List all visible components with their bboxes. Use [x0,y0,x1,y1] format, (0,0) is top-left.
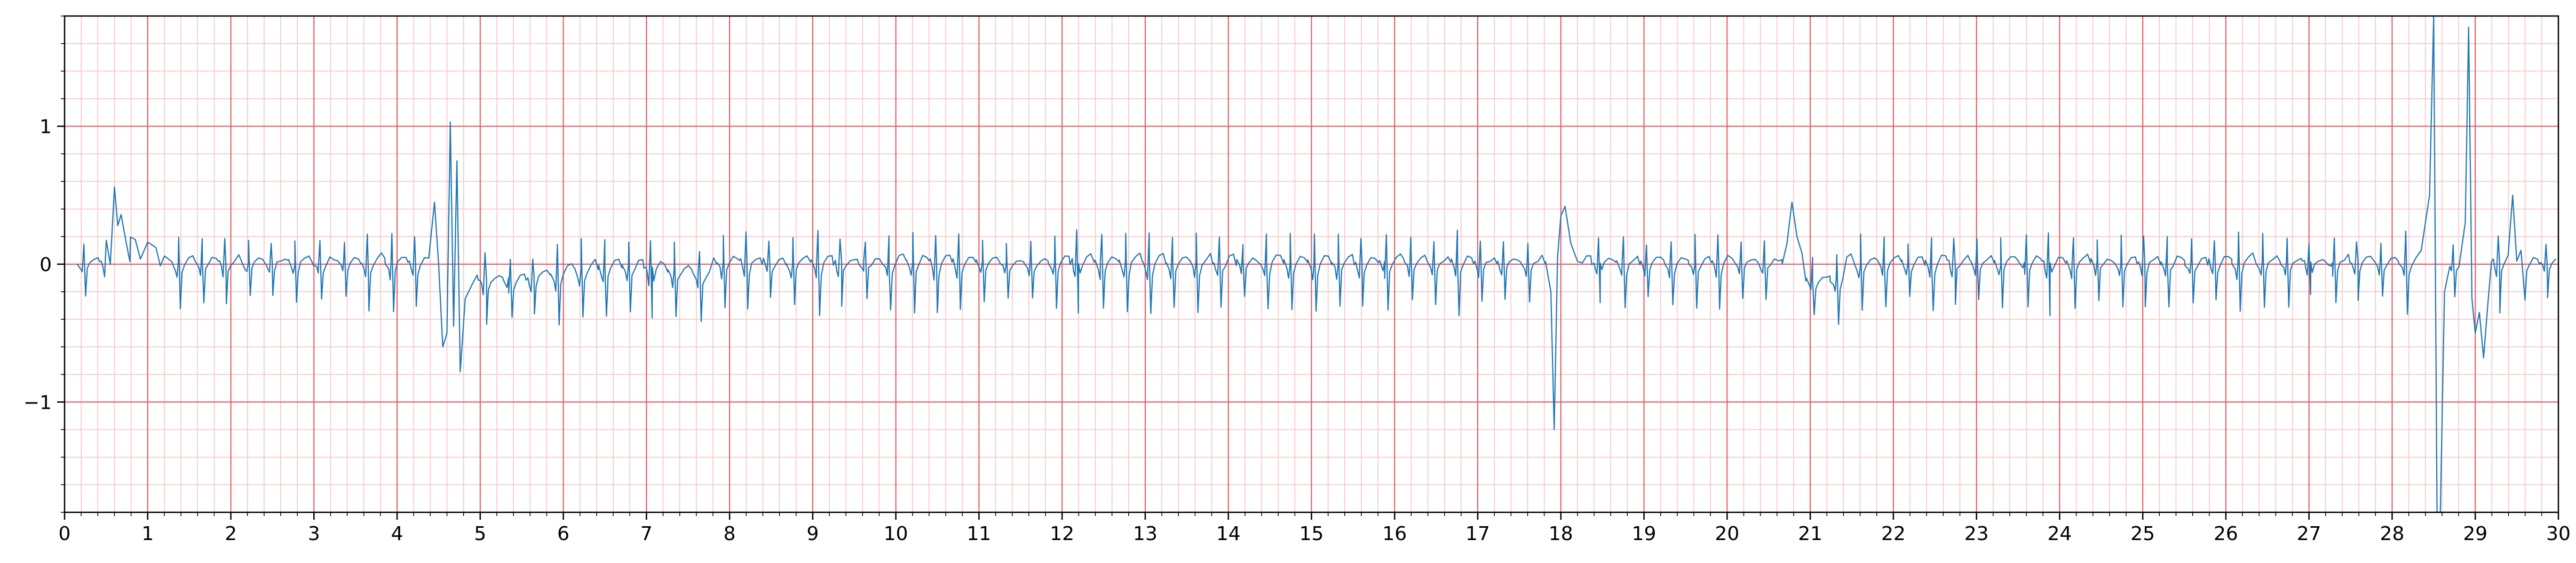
x-tick-label: 9 [806,523,819,545]
x-tick-label: 12 [1050,523,1074,545]
x-tick-label: 19 [1632,523,1656,545]
ecg-signal-line [76,16,2557,512]
x-axis: 0 1 2 3 4 5 6 7 8 9 10 11 12 13 14 15 16 17 18 19 20 21 22 23 24… [59,512,2571,545]
x-tick-label: 8 [724,523,736,545]
x-tick-label: 25 [2130,523,2155,545]
x-tick-label: 21 [1798,523,1822,545]
x-tick-label: 20 [1715,523,1739,545]
x-tick-label: 15 [1299,523,1324,545]
x-tick-label: 18 [1549,523,1573,545]
x-tick-label: 27 [2297,523,2321,545]
x-tick-label: 4 [391,523,403,545]
x-tick-label: 22 [1881,523,1906,545]
x-tick-label: 13 [1133,523,1158,545]
x-tick-label: 23 [1964,523,1989,545]
y-tick-label: 1 [39,116,52,138]
y-axis: −1 0 1 [23,15,65,513]
x-tick-label: 0 [59,523,71,545]
x-tick-label: 7 [640,523,653,545]
x-tick-label: 3 [308,523,320,545]
x-tick-label: 14 [1216,523,1241,545]
x-tick-label: 6 [557,523,569,545]
x-tick-label: 29 [2463,523,2487,545]
x-tick-label: 11 [967,523,992,545]
x-tick-label: 1 [141,523,154,545]
y-tick-label: 0 [39,254,52,276]
x-tick-label: 26 [2214,523,2238,545]
x-tick-label: 16 [1382,523,1407,545]
x-tick-label: 30 [2546,523,2571,545]
x-tick-label: 5 [474,523,486,545]
x-tick-label: 24 [2047,523,2072,545]
x-tick-label: 10 [884,523,908,545]
x-tick-label: 2 [225,523,237,545]
x-tick-label: 17 [1465,523,1490,545]
x-tick-label: 28 [2380,523,2405,545]
y-tick-label: −1 [23,392,52,414]
